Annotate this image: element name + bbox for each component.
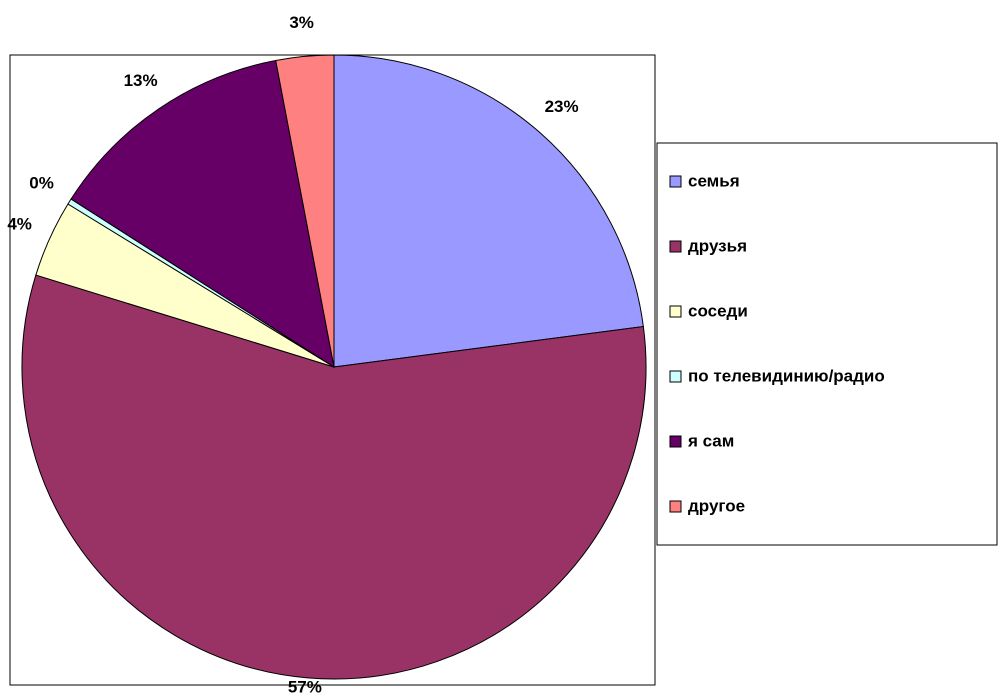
legend-label: я сам: [687, 431, 734, 450]
legend-swatch: [669, 305, 682, 318]
legend-swatch: [669, 370, 682, 383]
pie-slice: [21, 274, 647, 680]
legend-swatch: [669, 240, 682, 253]
legend-label: семья: [688, 171, 740, 190]
legend-swatch: [669, 175, 682, 188]
legend-label: по телевидинию/радио: [688, 366, 885, 385]
data-label: 57%: [288, 677, 322, 693]
pie-slice: [275, 54, 335, 368]
legend-swatch: [669, 500, 682, 513]
pie-slice: [333, 54, 644, 368]
legend-label: соседи: [688, 301, 748, 320]
legend-label: друзья: [688, 236, 747, 255]
data-label: 0%: [29, 173, 54, 192]
data-label: 23%: [545, 97, 579, 116]
data-label: 3%: [289, 13, 314, 32]
legend-label: другое: [688, 496, 745, 515]
legend-swatch: [669, 435, 682, 448]
data-label: 4%: [7, 214, 32, 233]
data-label: 13%: [124, 71, 158, 90]
pie-slice: [70, 59, 335, 369]
legend-box: [656, 142, 998, 546]
